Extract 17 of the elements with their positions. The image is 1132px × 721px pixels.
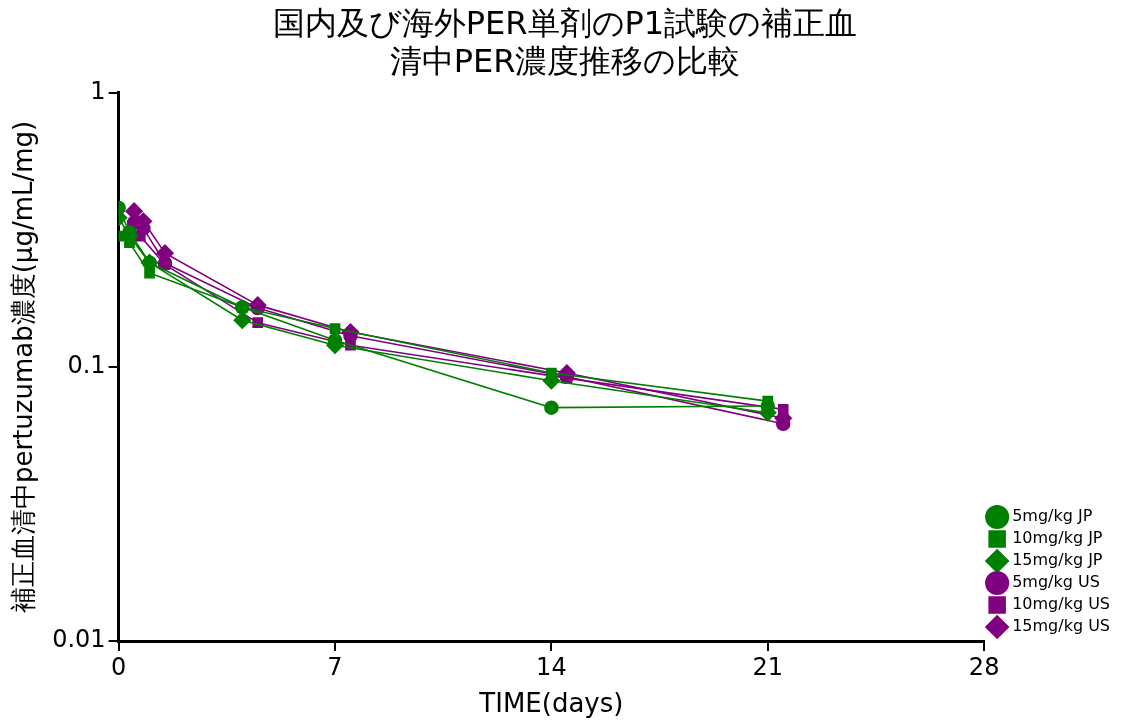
x-tick-label: 7 [327, 652, 343, 681]
legend-label: 5mg/kg JP [1012, 506, 1093, 526]
x-tick-label: 28 [968, 652, 1000, 681]
y-axis-title: 補正血清中pertuzumab濃度(μg/mL/mg) [8, 120, 39, 614]
legend-label: 10mg/kg US [1012, 594, 1111, 614]
x-tick-label: 0 [111, 652, 127, 681]
x-tick-label: 14 [536, 652, 567, 681]
legend-label: 15mg/kg JP [1012, 550, 1103, 570]
legend-label: 15mg/kg US [1012, 616, 1111, 636]
y-tick-label: 1 [90, 77, 106, 106]
y-tick-label: 0.1 [67, 351, 106, 380]
y-tick-label: 0.01 [52, 625, 106, 654]
legend-label: 5mg/kg US [1012, 572, 1100, 592]
x-axis-title: TIME(days) [478, 688, 624, 719]
legend-label: 10mg/kg JP [1012, 528, 1103, 548]
x-tick-label: 21 [752, 652, 784, 681]
chart-title: 国内及び海外PER単剤のP1試験の補正血清中PER濃度推移の比較 [272, 3, 858, 80]
